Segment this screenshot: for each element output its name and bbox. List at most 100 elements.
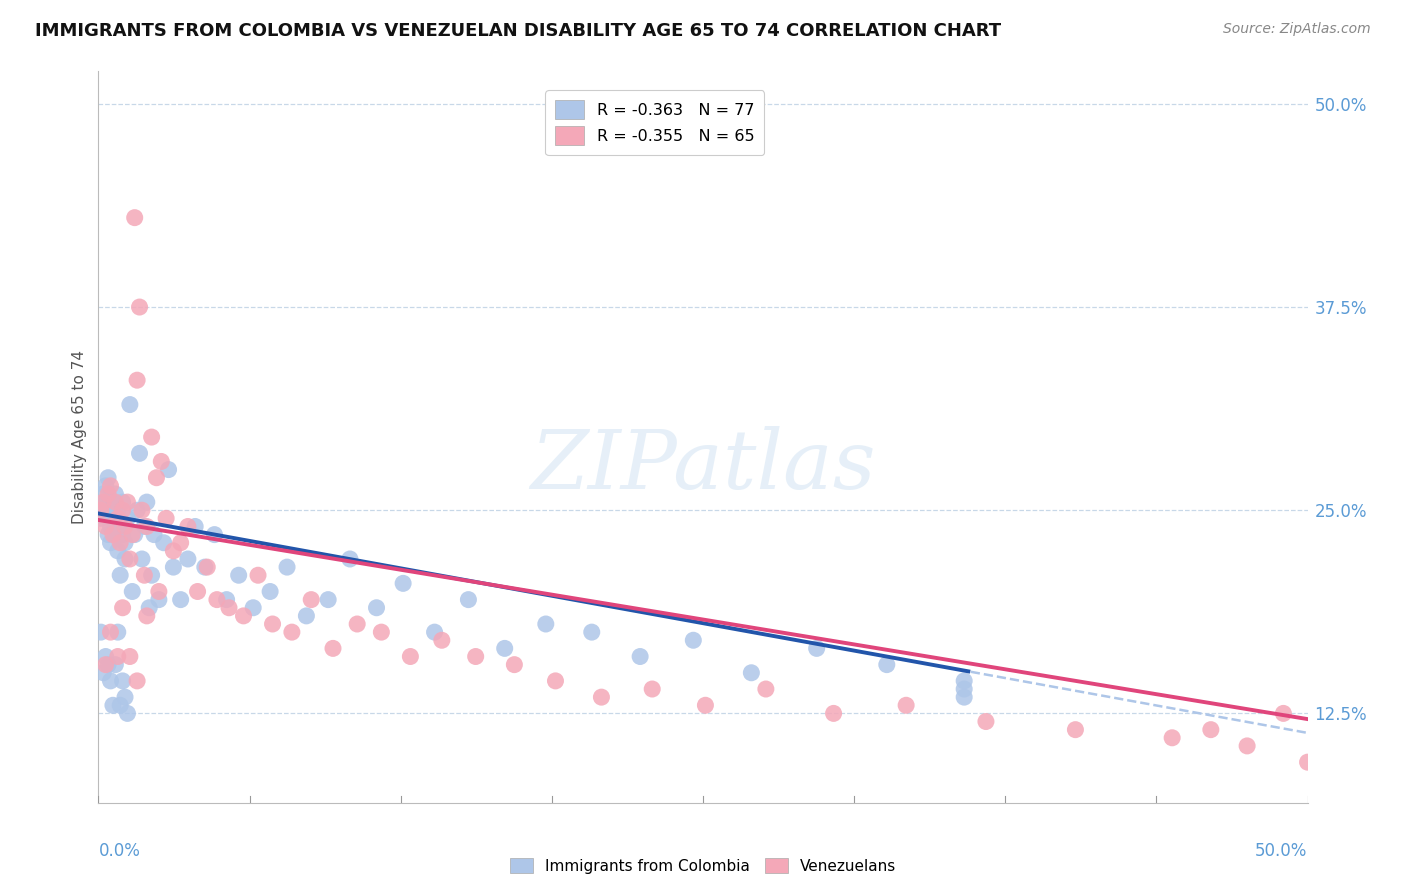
Point	[127, 503, 149, 517]
Point	[162, 544, 184, 558]
Point	[100, 673, 122, 688]
Point	[322, 641, 344, 656]
Point	[187, 584, 209, 599]
Point	[135, 495, 157, 509]
Point	[111, 673, 134, 688]
Point	[143, 527, 166, 541]
Point	[90, 503, 112, 517]
Point	[101, 511, 124, 525]
Point	[111, 600, 134, 615]
Point	[91, 503, 114, 517]
Point	[695, 698, 717, 713]
Point	[152, 535, 174, 549]
Point	[91, 487, 114, 501]
Point	[1064, 723, 1087, 737]
Point	[295, 608, 318, 623]
Point	[281, 625, 304, 640]
Point	[755, 681, 778, 696]
Point	[259, 584, 281, 599]
Point	[124, 527, 146, 541]
Point	[457, 592, 479, 607]
Y-axis label: Disability Age 65 to 74: Disability Age 65 to 74	[72, 350, 87, 524]
Point	[740, 665, 762, 680]
Point	[94, 479, 117, 493]
Point	[823, 706, 845, 721]
Point	[157, 462, 180, 476]
Point	[299, 592, 322, 607]
Point	[215, 592, 238, 607]
Point	[228, 568, 250, 582]
Point	[111, 503, 134, 517]
Point	[464, 649, 486, 664]
Point	[276, 560, 298, 574]
Point	[894, 698, 917, 713]
Point	[118, 398, 141, 412]
Point	[194, 560, 217, 574]
Point	[974, 714, 997, 729]
Point	[104, 487, 127, 501]
Point	[107, 544, 129, 558]
Point	[111, 495, 134, 509]
Point	[114, 535, 136, 549]
Point	[111, 527, 134, 541]
Point	[232, 608, 254, 623]
Point	[90, 625, 112, 640]
Text: IMMIGRANTS FROM COLOMBIA VS VENEZUELAN DISABILITY AGE 65 TO 74 CORRELATION CHART: IMMIGRANTS FROM COLOMBIA VS VENEZUELAN D…	[35, 22, 1001, 40]
Text: 0.0%: 0.0%	[98, 842, 141, 860]
Point	[100, 479, 122, 493]
Point	[953, 690, 976, 705]
Point	[346, 617, 368, 632]
Point	[94, 649, 117, 664]
Point	[641, 681, 664, 696]
Point	[370, 625, 392, 640]
Point	[101, 698, 124, 713]
Point	[423, 625, 446, 640]
Point	[114, 519, 136, 533]
Point	[135, 608, 157, 623]
Point	[124, 211, 146, 225]
Point	[94, 519, 117, 533]
Point	[104, 519, 127, 533]
Point	[107, 649, 129, 664]
Point	[107, 625, 129, 640]
Point	[101, 527, 124, 541]
Point	[591, 690, 613, 705]
Point	[141, 430, 163, 444]
Point	[134, 519, 156, 533]
Point	[1296, 755, 1319, 769]
Point	[94, 495, 117, 509]
Point	[97, 657, 120, 672]
Point	[94, 657, 117, 672]
Point	[218, 600, 240, 615]
Point	[195, 560, 218, 574]
Point	[145, 471, 167, 485]
Point	[1161, 731, 1184, 745]
Point	[1272, 706, 1295, 721]
Point	[534, 617, 557, 632]
Point	[392, 576, 415, 591]
Point	[169, 592, 191, 607]
Point	[876, 657, 898, 672]
Text: 50.0%: 50.0%	[1256, 842, 1308, 860]
Point	[339, 552, 361, 566]
Point	[121, 584, 143, 599]
Point	[169, 535, 191, 549]
Text: Source: ZipAtlas.com: Source: ZipAtlas.com	[1223, 22, 1371, 37]
Point	[117, 706, 139, 721]
Point	[953, 681, 976, 696]
Point	[108, 535, 131, 549]
Legend: R = -0.363   N = 77, R = -0.355   N = 65: R = -0.363 N = 77, R = -0.355 N = 65	[546, 90, 763, 155]
Point	[177, 552, 200, 566]
Point	[316, 592, 339, 607]
Point	[544, 673, 567, 688]
Point	[90, 511, 112, 525]
Point	[205, 592, 228, 607]
Point	[399, 649, 422, 664]
Point	[247, 568, 270, 582]
Point	[366, 600, 388, 615]
Point	[682, 633, 704, 648]
Point	[494, 641, 516, 656]
Point	[104, 657, 127, 672]
Point	[91, 665, 114, 680]
Point	[108, 698, 131, 713]
